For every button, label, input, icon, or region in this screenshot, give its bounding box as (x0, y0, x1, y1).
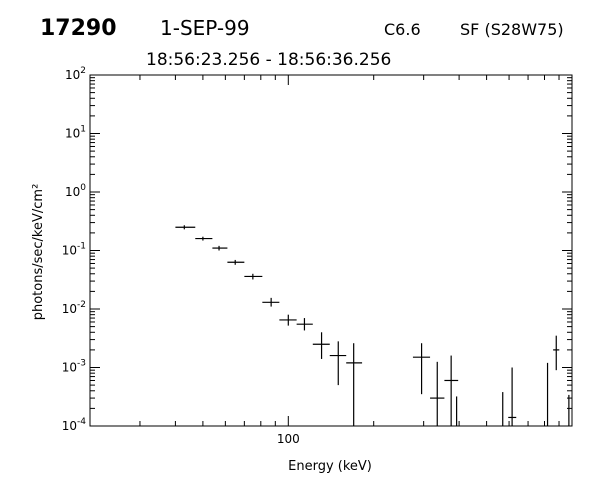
y-tick-label: 101 (65, 125, 86, 141)
data-point (262, 297, 280, 307)
data-point (346, 343, 363, 426)
x-tick-labels: 100 (277, 432, 300, 446)
flare-location: SF (S28W75) (460, 20, 564, 39)
event-date: 1-SEP-99 (160, 16, 250, 40)
y-axis-label: photons/sec/keV/cm² (31, 184, 46, 321)
x-tick-label: 100 (277, 432, 300, 446)
y-tick-label: 102 (65, 66, 86, 82)
data-point (444, 355, 459, 426)
y-tick-label: 10-3 (62, 359, 86, 375)
data-point (175, 225, 196, 230)
data-point (553, 335, 560, 371)
data-point (312, 332, 330, 359)
data-point (430, 361, 445, 426)
plot-frame (89, 74, 573, 427)
data-points (175, 225, 570, 426)
data-point (212, 245, 228, 251)
flare-class: C6.6 (384, 20, 421, 39)
data-point (296, 318, 313, 331)
x-axis-label: Energy (keV) (288, 459, 372, 474)
data-point (329, 341, 347, 386)
y-tick-label: 10-2 (62, 300, 86, 316)
data-point (412, 343, 431, 395)
y-tick-label: 10-1 (62, 242, 86, 258)
event-id: 17290 (40, 16, 117, 41)
y-tick-label: 100 (65, 183, 86, 199)
data-point (279, 314, 297, 326)
data-point (227, 259, 245, 265)
y-tick-labels: 102 101 100 10-1 10-2 10-3 10-4 (62, 66, 87, 433)
y-tick-label: 10-4 (62, 417, 87, 433)
axis-ticks (89, 74, 573, 427)
time-range: 18:56:23.256 - 18:56:36.256 (146, 50, 392, 70)
data-point (195, 236, 213, 241)
data-point (508, 367, 517, 426)
data-point (244, 273, 263, 280)
